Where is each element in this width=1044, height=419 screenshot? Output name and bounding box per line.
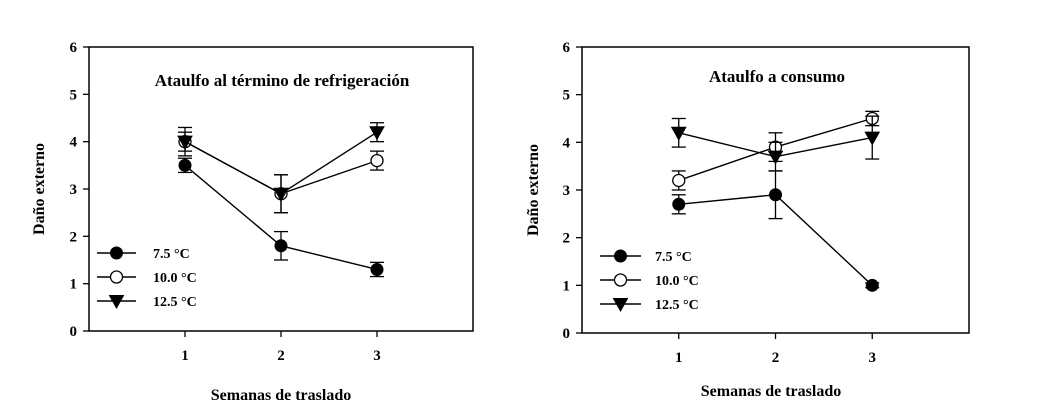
data-point [274, 239, 288, 253]
legend-label: 10.0 °C [153, 271, 197, 286]
legend-label: 10.0 °C [655, 274, 699, 289]
y-tick-label: 2 [70, 229, 78, 245]
y-tick-label: 5 [563, 88, 571, 104]
data-point [769, 188, 782, 202]
y-tick-label: 2 [563, 231, 571, 247]
y-tick-label: 1 [70, 277, 78, 293]
legend-marker [110, 246, 123, 260]
data-point [672, 173, 686, 188]
legend-marker [613, 273, 628, 287]
chart-title: Ataulfo al término de refrigeración [155, 71, 410, 90]
legend-label: 12.5 °C [655, 298, 699, 313]
legend: 7.5 °C 10.0 °C 12.5 °C [97, 246, 197, 310]
data-point [273, 187, 289, 202]
chart-panel-1: 0 1 2 3 4 5 6 1 2 3 Semanas de traslado Daño extern… [31, 40, 474, 404]
data-point [864, 131, 881, 146]
data-point [670, 126, 687, 141]
legend-marker [614, 249, 627, 263]
data-point [369, 126, 385, 141]
legend-label: 7.5 °C [153, 247, 190, 262]
x-tick-label: 1 [675, 350, 683, 366]
series-1 [178, 157, 384, 278]
legend-marker [109, 270, 124, 284]
y-tick-label: 0 [563, 326, 571, 342]
legend-label: 7.5 °C [655, 250, 692, 265]
data-point [672, 197, 686, 211]
data-point [178, 158, 192, 172]
x-tick-label: 2 [277, 348, 285, 364]
y-tick-label: 1 [563, 278, 571, 294]
chart-panel-2: 0 1 2 3 4 5 6 1 2 3 Semanas de traslado Daño extern… [525, 40, 970, 400]
x-tick-label: 3 [373, 348, 381, 364]
y-tick-label: 4 [563, 135, 571, 151]
x-tick-label: 1 [181, 348, 189, 364]
y-tick-label: 6 [563, 40, 571, 56]
legend-label: 12.5 °C [153, 295, 197, 310]
series-3 [177, 122, 385, 214]
legend-marker [612, 298, 629, 313]
legend-marker [108, 295, 125, 310]
data-point [370, 262, 384, 276]
x-axis-title: Semanas de traslado [211, 387, 351, 404]
x-tick-label: 3 [869, 350, 877, 366]
x-axis-title: Semanas de traslado [701, 383, 841, 400]
series-1 [671, 170, 880, 292]
y-tick-label: 3 [70, 182, 78, 198]
data-point [177, 135, 193, 150]
y-axis-title: Daño externo [525, 144, 542, 236]
data-point [370, 153, 384, 168]
series-3 [670, 115, 881, 172]
y-tick-label: 4 [70, 135, 78, 151]
y-tick-label: 3 [563, 183, 571, 199]
x-tick-label: 2 [772, 350, 780, 366]
data-point [865, 278, 879, 292]
y-tick-label: 5 [70, 87, 78, 103]
legend: 7.5 °C 10.0 °C 12.5 °C [600, 249, 699, 313]
data-point [767, 150, 784, 165]
y-tick-label: 6 [70, 40, 78, 56]
y-tick-label: 0 [70, 324, 78, 340]
y-axis-title: Daño externo [31, 143, 48, 235]
chart-title: Ataulfo a consumo [709, 67, 845, 86]
